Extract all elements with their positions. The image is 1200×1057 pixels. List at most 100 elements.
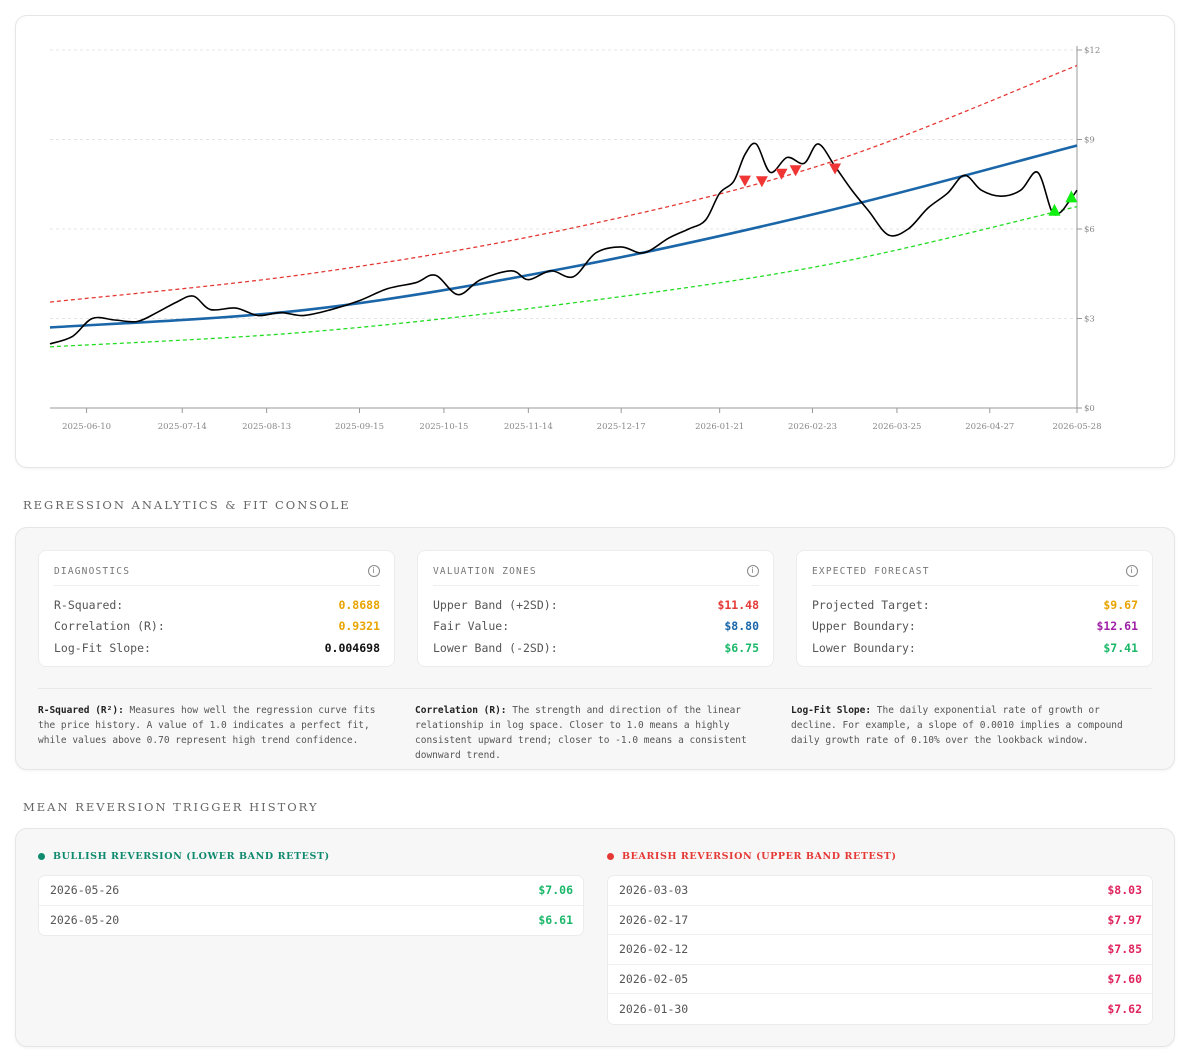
y-tick-label: $9 [1084,136,1095,146]
x-tick-label: 2025-12-17 [597,422,646,432]
trigger-price: $7.85 [1107,942,1142,957]
diagnostics-title: DIAGNOSTICS [54,565,131,577]
trigger-date: 2026-02-12 [619,942,689,957]
x-tick-label: 2025-10-15 [419,422,468,432]
metric-row: Lower Band (-2SD): $6.75 [433,637,759,659]
metric-row: Projected Target: $9.67 [812,594,1138,616]
valuation-title: VALUATION ZONES [433,565,537,577]
metric-label: Lower Boundary: [812,640,916,655]
trigger-price: $8.03 [1107,883,1142,898]
bullish-marker-icon [1065,190,1078,203]
bullish-history: BULLISH REVERSION (LOWER BAND RETEST) 20… [38,851,584,937]
bearish-history-table: 2026-03-03 $8.03 2026-02-17 $7.97 2026-02-12… [607,875,1153,1025]
table-row: 2026-02-12 $7.85 [608,935,1152,965]
y-tick-label: $12 [1084,46,1100,56]
metric-value: $7.41 [1103,640,1138,655]
metric-row: Upper Boundary: $12.61 [812,616,1138,638]
metric-row: Lower Boundary: $7.41 [812,637,1138,659]
table-row: 2026-05-20 $6.61 [39,906,583,936]
bearish-history: BEARISH REVERSION (UPPER BAND RETEST) 20… [607,851,1153,1025]
table-row: 2026-02-05 $7.60 [608,965,1152,995]
forecast-title: EXPECTED FORECAST [812,565,930,577]
x-tick-label: 2026-01-21 [695,422,744,432]
trigger-price: $7.60 [1107,972,1142,987]
explanation-correlation: Correlation (R): The strength and direct… [415,705,747,761]
trigger-date: 2026-05-26 [50,883,120,898]
divider [38,688,1152,689]
metric-label: Upper Band (+2SD): [433,597,558,612]
bearish-dot-icon [607,853,614,860]
trigger-price: $7.06 [538,883,573,898]
metric-label: Projected Target: [812,597,930,612]
metric-label: R-Squared: [54,597,124,612]
analytics-section-title: REGRESSION ANALYTICS & FIT CONSOLE [23,498,351,512]
table-row: 2026-03-03 $8.03 [608,876,1152,906]
explanation-r-squared: R-Squared (R²): Measures how well the re… [38,705,376,746]
upper-band-line [49,64,1078,303]
x-tick-label: 2026-04-27 [965,422,1014,432]
x-tick-label: 2025-08-13 [242,422,291,432]
metric-label: Fair Value: [433,619,510,634]
x-tick-label: 2025-11-14 [504,422,553,432]
metric-label: Lower Band (-2SD): [433,640,558,655]
metric-label: Upper Boundary: [812,619,916,634]
bearish-marker-icon [738,175,751,187]
price-line [49,142,1078,345]
metric-value: 0.8688 [338,597,380,612]
history-card: BULLISH REVERSION (LOWER BAND RETEST) 20… [15,828,1175,1047]
bullish-history-title: BULLISH REVERSION (LOWER BAND RETEST) [53,851,330,862]
x-tick-label: 2025-07-14 [158,422,207,432]
regression-line [49,144,1078,329]
regression-chart: $0 $3 $6 $9 $12 2025-06-10 2025-07-14 2025-08-1… [49,46,1102,432]
metric-value: $6.75 [724,640,759,655]
metric-row: R-Squared: 0.8688 [54,594,380,616]
bullish-dot-icon [38,853,45,860]
bearish-marker-icon [775,168,788,180]
trigger-price: $7.97 [1107,912,1142,927]
x-tick-label: 2026-02-23 [788,422,837,432]
metric-value: $9.67 [1103,597,1138,612]
metric-label: Correlation (R): [54,619,165,634]
trigger-date: 2026-05-20 [50,913,120,928]
y-tick-label: $0 [1084,404,1095,414]
bullish-history-table: 2026-05-26 $7.06 2026-05-20 $6.61 [38,875,584,937]
metric-row: Upper Band (+2SD): $11.48 [433,594,759,616]
x-tick-label: 2026-03-25 [872,422,921,432]
chart-card: $0 $3 $6 $9 $12 2025-06-10 2025-07-14 2025-08-1… [15,15,1175,468]
trigger-date: 2026-02-17 [619,912,689,927]
bearish-marker-icon [829,163,842,175]
metric-row: Correlation (R): 0.9321 [54,616,380,638]
valuation-panel: VALUATION ZONES i Upper Band (+2SD): $11.… [417,550,774,667]
metric-value: 0.9321 [338,619,380,634]
info-icon[interactable]: i [1126,565,1138,577]
metric-row: Fair Value: $8.80 [433,616,759,638]
trigger-date: 2026-01-30 [619,1002,689,1017]
x-tick-label: 2025-06-10 [62,422,111,432]
history-section-title: MEAN REVERSION TRIGGER HISTORY [23,800,319,814]
lower-band-line [49,205,1078,348]
table-row: 2026-05-26 $7.06 [39,876,583,906]
trigger-price: $7.62 [1107,1002,1142,1017]
metric-value: $12.61 [1096,619,1138,634]
bearish-marker-icon [755,176,768,188]
info-icon[interactable]: i [747,565,759,577]
bearish-marker-icon [789,165,802,177]
trigger-date: 2026-02-05 [619,972,689,987]
trigger-date: 2026-03-03 [619,883,689,898]
info-icon[interactable]: i [368,565,380,577]
metric-label: Log-Fit Slope: [54,640,151,655]
metric-row: Log-Fit Slope: 0.004698 [54,637,380,659]
trigger-price: $6.61 [538,913,573,928]
bearish-history-title: BEARISH REVERSION (UPPER BAND RETEST) [622,851,897,862]
metric-value: 0.004698 [324,640,380,655]
x-tick-label: 2025-09-15 [335,422,384,432]
metric-value: $11.48 [717,597,759,612]
y-tick-label: $6 [1084,225,1095,235]
table-row: 2026-01-30 $7.62 [608,994,1152,1024]
x-tick-label: 2026-05-28 [1052,422,1101,432]
y-tick-label: $3 [1084,315,1095,325]
forecast-panel: EXPECTED FORECAST i Projected Target: $9.… [796,550,1153,667]
bullish-marker-icon [1048,203,1061,216]
table-row: 2026-02-17 $7.97 [608,906,1152,936]
diagnostics-panel: DIAGNOSTICS i R-Squared: 0.8688 Correlatio… [38,550,395,667]
